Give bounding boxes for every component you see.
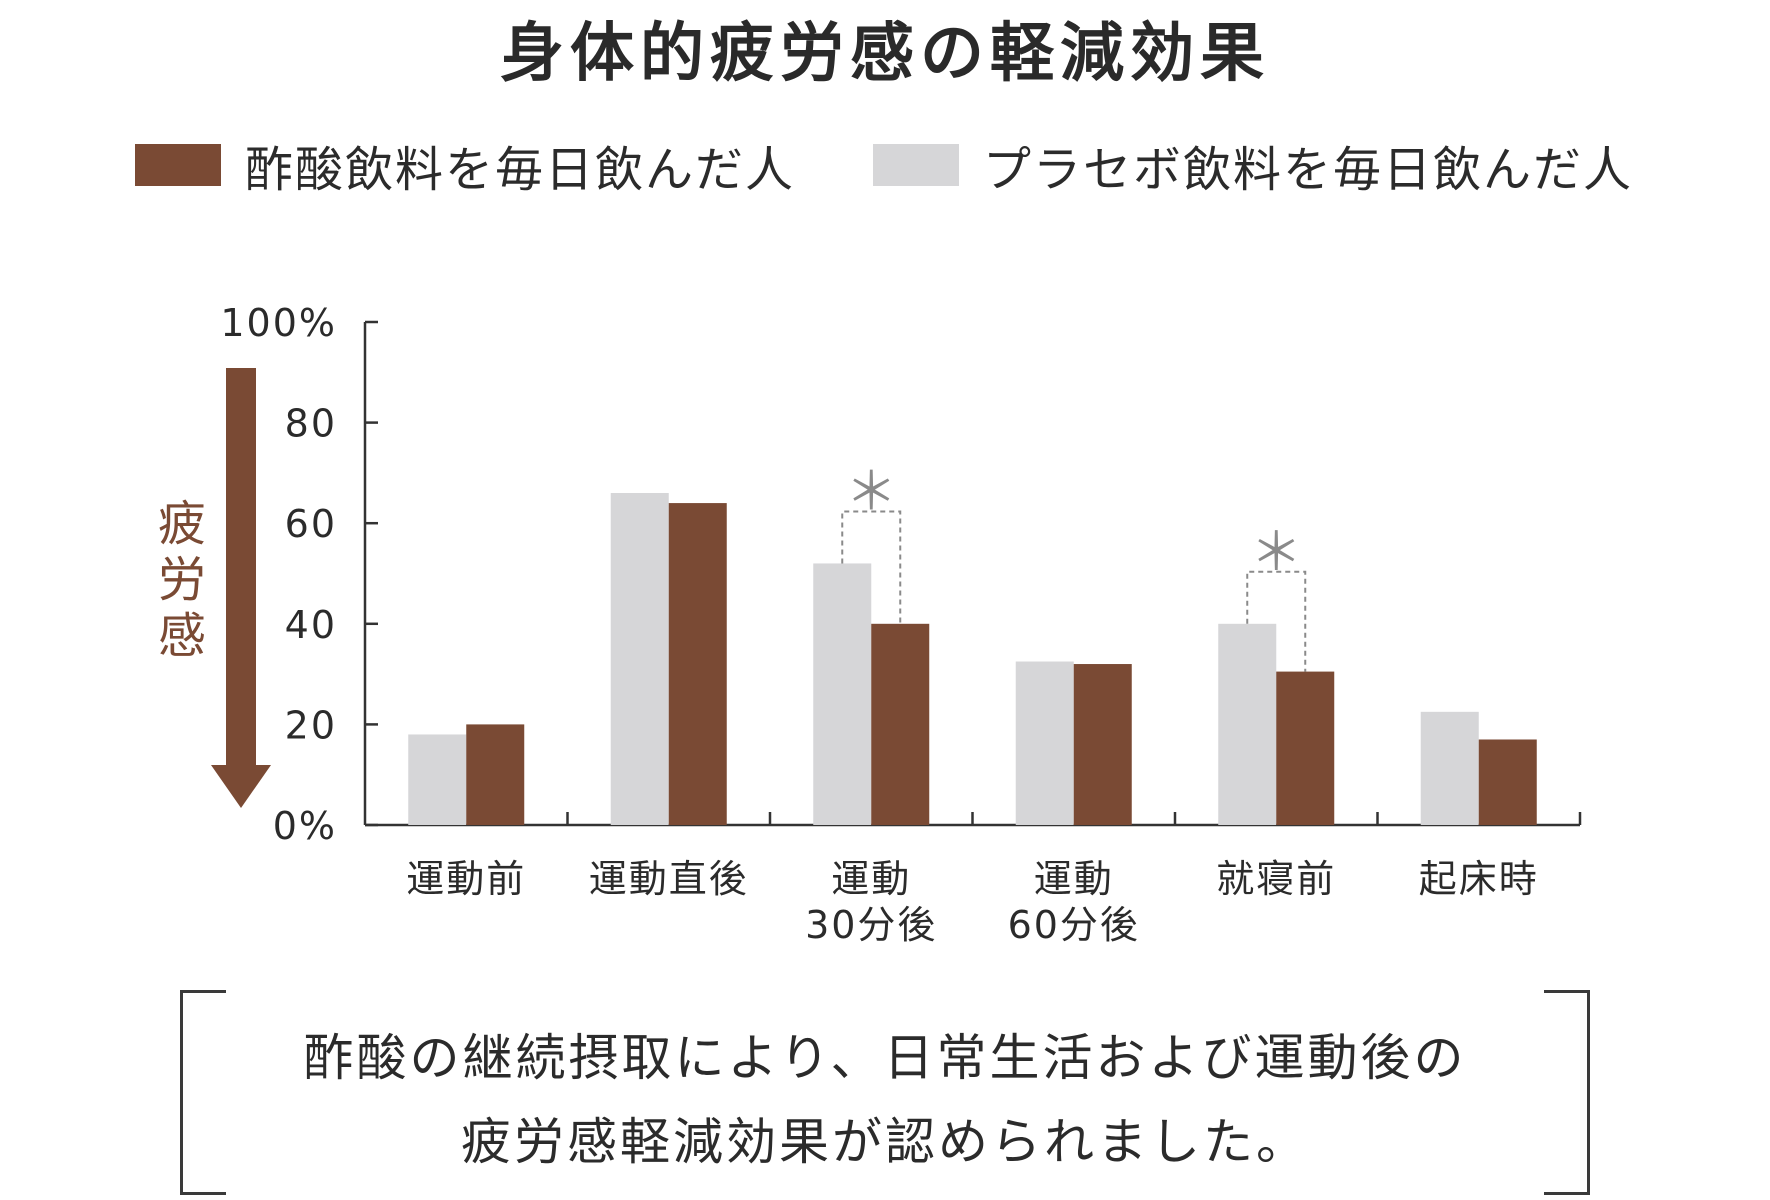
legend-label-acetic: 酢酸飲料を毎日飲んだ人 (245, 142, 796, 198)
bar-placebo (1015, 661, 1074, 825)
legend-item-placebo: プラセボ飲料を毎日飲んだ人 (873, 130, 1633, 200)
bar-placebo (1420, 711, 1479, 825)
note-line-1: 酢酸の継続摂取により、日常生活および運動後の (303, 1029, 1467, 1087)
bar-placebo (610, 493, 669, 825)
x-category-label: 運動直後 (589, 857, 749, 901)
x-category-label: 運動 (1034, 857, 1114, 901)
conclusion-note: 酢酸の継続摂取により、日常生活および運動後の 疲労感軽減効果が認められました。 (180, 990, 1590, 1195)
x-category-label: 運動 (831, 857, 911, 901)
bar-acetic (1478, 739, 1537, 825)
fatigue-arrow-shaft (226, 368, 256, 768)
x-category-label: 就寝前 (1216, 857, 1336, 901)
y-tick-label: 40 (285, 603, 337, 647)
chart-title: 身体的疲労感の軽減効果 (500, 17, 1270, 91)
legend-item-acetic: 酢酸飲料を毎日飲んだ人 (135, 130, 795, 200)
left-bracket (180, 990, 226, 1195)
x-category-label: 運動前 (406, 857, 526, 901)
bar-acetic (668, 503, 727, 825)
bar-acetic (466, 724, 525, 825)
y-tick-label: 0% (273, 804, 337, 848)
significance-star: ＊ (1250, 523, 1302, 583)
bar-acetic (1073, 664, 1132, 825)
y-tick-label: 20 (285, 703, 337, 747)
fatigue-label-char: 感 (158, 608, 206, 664)
legend: 酢酸飲料を毎日飲んだ人 プラセボ飲料を毎日飲んだ人 (0, 130, 1770, 200)
right-bracket (1544, 990, 1590, 1195)
bar-acetic (1276, 671, 1335, 825)
x-category-label: 60分後 (1008, 903, 1140, 947)
x-category-label: 起床時 (1419, 857, 1539, 901)
fatigue-arrow-head (211, 765, 271, 808)
significance-star: ＊ (845, 462, 897, 522)
bar-placebo (813, 563, 872, 825)
bar-placebo (408, 734, 467, 825)
fatigue-label-char: 疲 (158, 496, 206, 552)
note-line-2: 疲労感軽減効果が認められました。 (461, 1113, 1309, 1171)
significance-bracket (1246, 570, 1307, 672)
bar-placebo (1218, 623, 1277, 825)
fatigue-label-char: 労 (158, 552, 206, 608)
significance-bracket (841, 510, 902, 624)
bar-acetic (871, 623, 930, 825)
x-category-label: 30分後 (805, 903, 937, 947)
legend-swatch-placebo (873, 144, 959, 186)
legend-swatch-acetic (135, 144, 221, 186)
y-tick-label: 60 (285, 502, 337, 546)
y-tick-label: 100% (220, 301, 337, 345)
y-tick-label: 80 (285, 402, 337, 446)
legend-label-placebo: プラセボ飲料を毎日飲んだ人 (983, 142, 1634, 198)
